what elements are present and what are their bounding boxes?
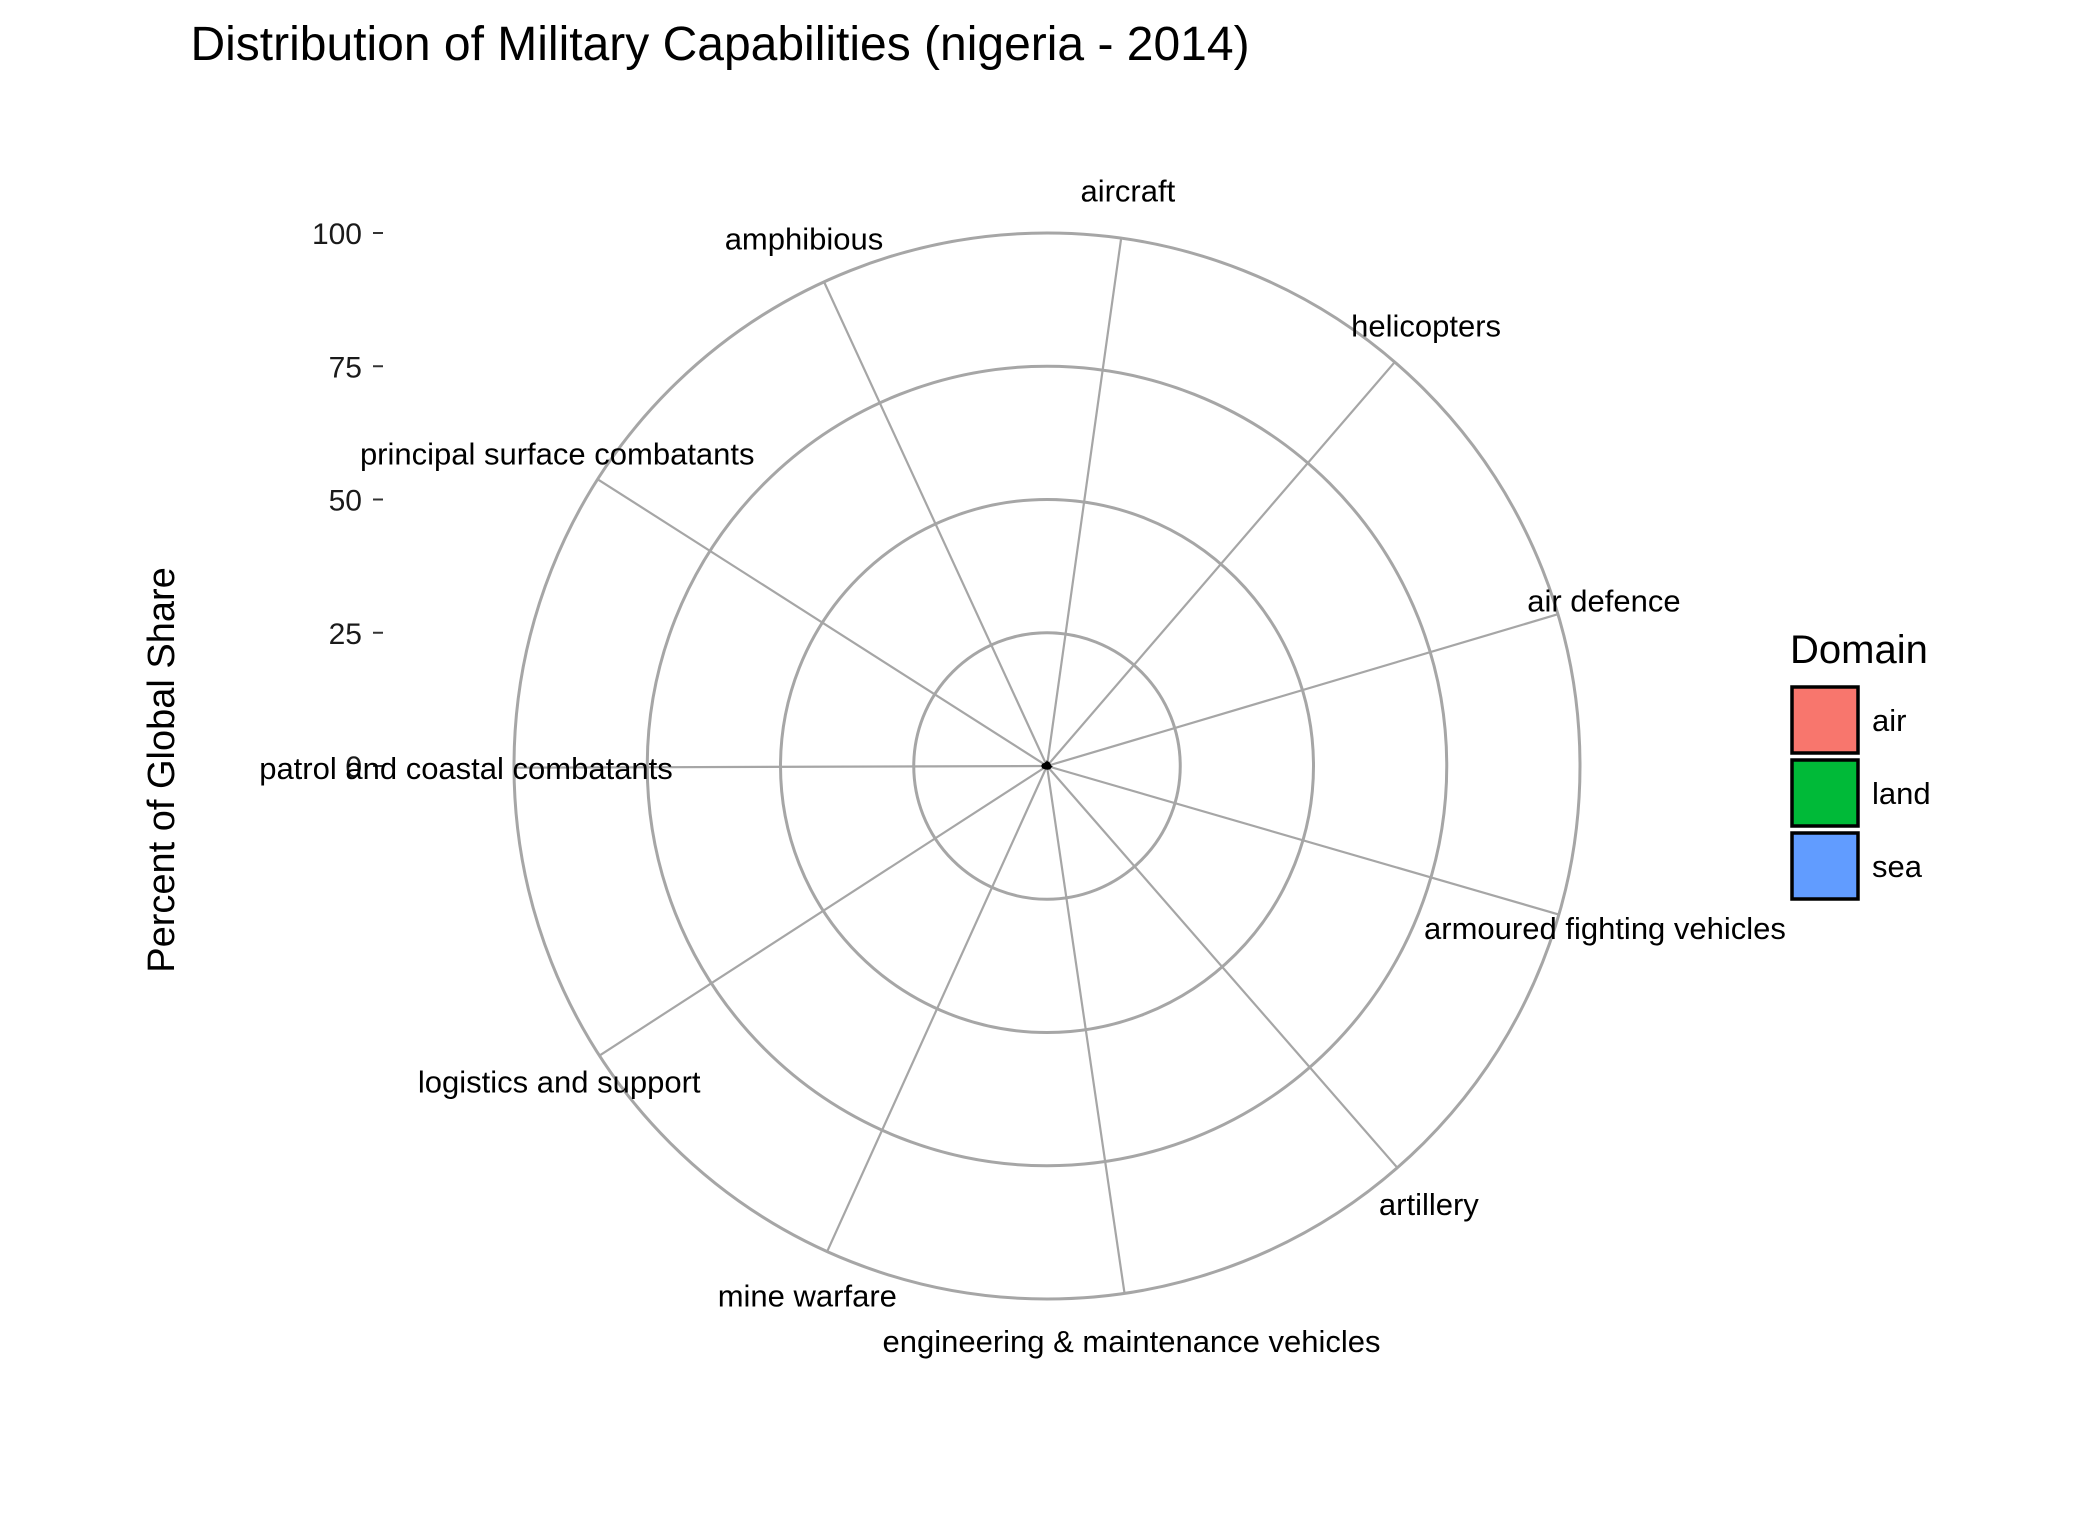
category-label: logistics and support: [418, 1065, 701, 1100]
y-tick-label: 75: [329, 351, 362, 384]
data-point-sea: [1043, 762, 1050, 769]
spoke-line: [513, 764, 1048, 769]
category-label: air defence: [1527, 584, 1680, 619]
legend-title: Domain: [1790, 628, 1928, 672]
spoke-line: [1045, 238, 1123, 767]
spoke-line: [823, 281, 1048, 767]
y-tick-label: 100: [312, 218, 362, 251]
legend: Domain air land sea: [1790, 628, 1931, 901]
spoke-line: [1046, 613, 1559, 768]
chart-title: Distribution of Military Capabilities (n…: [190, 18, 1249, 71]
data-series: [1041, 759, 1053, 770]
legend-label-sea: sea: [1872, 849, 1923, 884]
spoke-line: [1046, 764, 1560, 916]
legend-key-land: [1790, 758, 1860, 828]
category-label: aircraft: [1080, 174, 1175, 209]
spoke-line: [826, 765, 1049, 1252]
spoke-line: [598, 765, 1048, 1057]
category-label: helicopters: [1351, 309, 1501, 344]
legend-label-land: land: [1872, 776, 1931, 811]
category-label: artillery: [1379, 1187, 1479, 1222]
legend-key-sea: [1790, 831, 1860, 901]
legend-label-air: air: [1872, 703, 1906, 738]
spoke-line: [1046, 765, 1399, 1169]
category-labels: aircraft helicopters air defence armoured f…: [259, 174, 1786, 1359]
legend-items: air land sea: [1790, 685, 1931, 901]
y-axis-ticks: 0 25 50 75 100: [312, 218, 383, 784]
y-tick-label: 25: [329, 618, 362, 651]
y-tick-label: 50: [329, 485, 362, 518]
category-label: engineering & maintenance vehicles: [882, 1324, 1380, 1359]
category-label: principal surface combatants: [360, 436, 755, 471]
y-axis-title: Percent of Global Share: [141, 567, 183, 973]
spoke-line: [1045, 765, 1126, 1294]
category-label: patrol and coastal combatants: [259, 751, 673, 786]
y-tick-label: 0: [345, 751, 362, 784]
grid-circle-100: [512, 231, 1582, 1301]
spoke-line: [597, 478, 1048, 767]
legend-key-air: [1790, 685, 1860, 755]
category-label: armoured fighting vehicles: [1424, 911, 1786, 946]
spoke-line: [1046, 361, 1396, 767]
category-label: mine warfare: [718, 1278, 897, 1313]
grid-circle-75: [645, 364, 1449, 1168]
category-label: amphibious: [725, 221, 884, 256]
grid: [512, 231, 1582, 1301]
